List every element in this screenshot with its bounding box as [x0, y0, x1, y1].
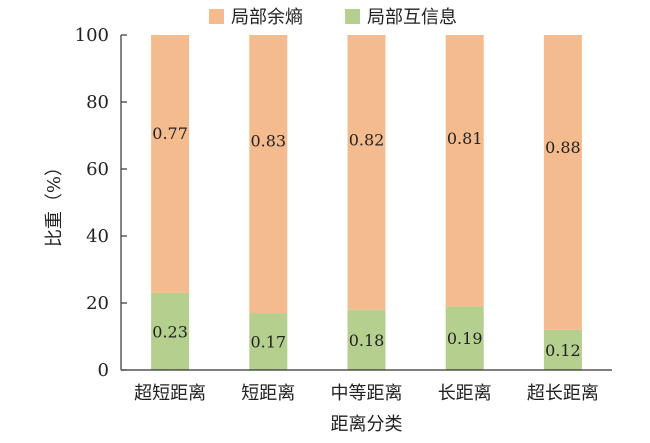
x-category-label: 长距离	[438, 383, 492, 404]
data-label: 0.18	[349, 331, 385, 350]
bar-segment	[249, 313, 288, 370]
y-tick-label: 60	[86, 159, 109, 180]
data-label: 0.83	[250, 132, 286, 151]
bars	[151, 35, 582, 370]
y-tick-label: 20	[86, 293, 109, 314]
y-axis-title: 比重（%）	[44, 158, 65, 247]
legend-label: 局部互信息	[367, 7, 457, 28]
data-label: 0.23	[152, 322, 188, 341]
bar-segment	[347, 35, 386, 310]
bar-segment	[543, 35, 582, 330]
data-label: 0.12	[545, 341, 581, 360]
axes	[120, 35, 612, 371]
data-label: 0.88	[545, 138, 581, 157]
legend-swatch	[209, 9, 224, 24]
bar-segment	[445, 306, 484, 370]
x-category-label: 超长距离	[527, 383, 599, 404]
data-label: 0.19	[447, 329, 483, 348]
x-category-label: 短距离	[241, 383, 295, 404]
y-tick-label: 80	[86, 92, 109, 113]
x-category-label: 超短距离	[134, 383, 206, 404]
bar-segment	[249, 35, 288, 314]
data-labels: 0.23 0.77 0.17 0.83 0.18 0.82 0.19 0.81 0.12 0.88	[152, 124, 580, 360]
bar-segment	[543, 329, 582, 370]
y-tick-label: 100	[75, 25, 109, 46]
x-axis-title: 距离分类	[331, 414, 403, 435]
data-label: 0.17	[250, 333, 286, 352]
x-category-label: 中等距离	[331, 383, 403, 404]
legend: 局部余熵 局部互信息	[209, 7, 457, 28]
y-tick-label: 40	[86, 226, 109, 247]
bar-segment	[151, 292, 190, 370]
data-label: 0.77	[152, 124, 188, 143]
data-label: 0.81	[447, 129, 483, 148]
y-tick-label: 0	[98, 360, 109, 381]
legend-label: 局部余熵	[231, 7, 303, 28]
bar-segment	[445, 35, 484, 307]
y-ticks: 0 20 40 60 80 100	[75, 25, 127, 381]
bar-segment	[347, 309, 386, 370]
x-category-labels: 超短距离 短距离 中等距离 长距离 超长距离	[134, 383, 599, 404]
data-label: 0.82	[349, 130, 385, 149]
legend-swatch	[345, 9, 360, 24]
bar-segment	[151, 35, 190, 293]
